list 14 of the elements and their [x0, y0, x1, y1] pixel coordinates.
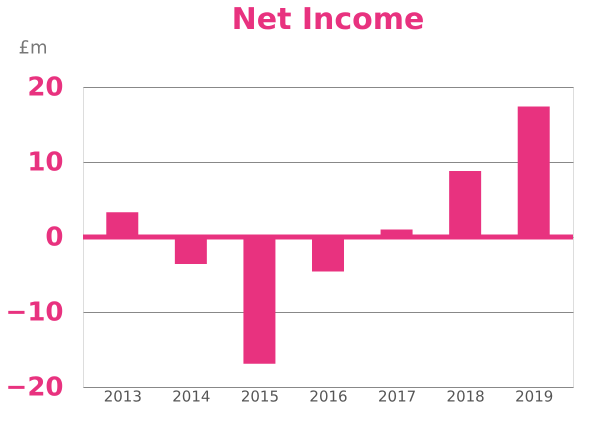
y-tick-label: 0	[45, 222, 64, 252]
x-tick-label: 2019	[515, 388, 554, 406]
y-axis-title: £m	[18, 38, 48, 58]
y-tick-label: −10	[6, 298, 64, 328]
x-tick-label: 2014	[172, 388, 210, 406]
chart-title: Net Income	[232, 2, 424, 37]
x-tick-label: 2013	[104, 388, 142, 406]
y-tick-label: 10	[27, 148, 64, 178]
y-tick-label: 20	[27, 72, 64, 102]
x-tick-label: 2018	[446, 388, 485, 406]
x-tick-label: 2016	[309, 388, 348, 406]
x-tick-label: 2015	[240, 388, 280, 406]
y-tick-label: −20	[6, 372, 64, 402]
x-tick-label: 2017	[378, 388, 416, 406]
